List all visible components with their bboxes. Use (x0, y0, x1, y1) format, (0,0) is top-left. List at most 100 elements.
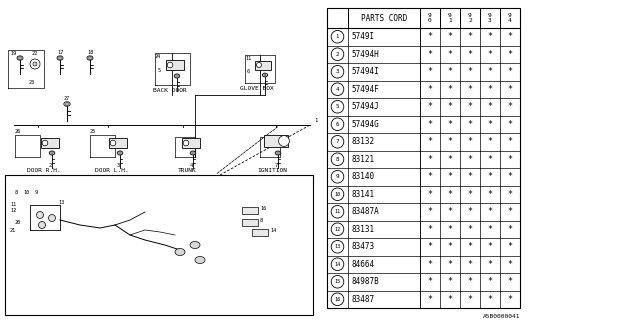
Text: *: * (488, 67, 493, 76)
Text: 11: 11 (10, 202, 16, 207)
Text: 9
0: 9 0 (428, 13, 432, 23)
Text: 83487: 83487 (351, 295, 374, 304)
Ellipse shape (49, 151, 55, 155)
Text: 11: 11 (245, 56, 252, 61)
Text: 83487A: 83487A (351, 207, 379, 216)
Text: 14: 14 (270, 228, 276, 234)
Text: *: * (467, 242, 472, 251)
Text: *: * (467, 190, 472, 199)
Text: *: * (447, 85, 452, 94)
Text: *: * (508, 32, 513, 41)
Text: *: * (467, 172, 472, 181)
Text: *: * (488, 120, 493, 129)
Text: 14: 14 (334, 262, 340, 267)
Ellipse shape (117, 151, 123, 155)
Circle shape (332, 30, 344, 43)
Text: 2: 2 (336, 52, 339, 57)
Circle shape (167, 62, 173, 68)
Text: 4: 4 (189, 163, 193, 168)
Text: *: * (508, 242, 513, 251)
Text: *: * (467, 32, 472, 41)
Text: 6: 6 (247, 68, 250, 74)
Text: *: * (447, 260, 452, 269)
Text: *: * (508, 207, 513, 216)
Text: 3: 3 (116, 163, 120, 168)
Text: 10: 10 (23, 190, 29, 195)
Bar (252, 228, 268, 236)
Text: *: * (428, 137, 433, 146)
Text: 5749I: 5749I (351, 32, 374, 41)
Circle shape (192, 152, 194, 154)
Ellipse shape (64, 102, 70, 106)
Text: 2: 2 (49, 163, 52, 168)
Text: *: * (508, 120, 513, 129)
Circle shape (119, 152, 121, 154)
Text: 83140: 83140 (351, 172, 374, 181)
Ellipse shape (175, 249, 185, 255)
Text: *: * (467, 102, 472, 111)
Text: 11: 11 (334, 209, 340, 214)
Bar (255, 60, 271, 69)
Text: PARTS CORD: PARTS CORD (361, 13, 407, 22)
Text: 57494J: 57494J (351, 102, 379, 111)
Circle shape (332, 258, 344, 270)
Circle shape (89, 57, 92, 59)
Text: *: * (447, 242, 452, 251)
Text: *: * (488, 32, 493, 41)
Text: 83132: 83132 (351, 137, 374, 146)
Text: *: * (467, 50, 472, 59)
Text: 57494I: 57494I (351, 67, 379, 76)
Text: 57494F: 57494F (351, 85, 379, 94)
Text: GLOVE BOX: GLOVE BOX (240, 86, 274, 91)
Text: 5: 5 (158, 68, 161, 73)
Text: 7: 7 (336, 139, 339, 144)
Text: *: * (428, 260, 433, 269)
Text: 15: 15 (334, 279, 340, 284)
Text: 83131: 83131 (351, 225, 374, 234)
Text: 8: 8 (336, 157, 339, 162)
Circle shape (332, 118, 344, 131)
Text: *: * (488, 190, 493, 199)
Circle shape (42, 140, 48, 146)
Text: 5: 5 (336, 104, 339, 109)
Text: *: * (488, 242, 493, 251)
Text: *: * (508, 260, 513, 269)
Text: *: * (447, 155, 452, 164)
Ellipse shape (190, 242, 200, 249)
Text: *: * (508, 102, 513, 111)
Text: *: * (447, 172, 452, 181)
Text: 7: 7 (275, 163, 278, 168)
Text: 9: 9 (35, 190, 38, 195)
Text: 27: 27 (64, 96, 70, 101)
Text: *: * (467, 295, 472, 304)
Text: DOOR R.H.: DOOR R.H. (27, 168, 61, 173)
Ellipse shape (275, 151, 281, 155)
Text: TRUNK: TRUNK (178, 168, 196, 173)
Text: *: * (428, 102, 433, 111)
Text: BACK DOOR: BACK DOOR (153, 88, 187, 93)
Text: 83121: 83121 (351, 155, 374, 164)
Circle shape (257, 62, 262, 68)
Text: 9: 9 (336, 174, 339, 179)
Text: 13: 13 (334, 244, 340, 249)
Text: *: * (447, 50, 452, 59)
Circle shape (49, 214, 56, 221)
Text: 57494H: 57494H (351, 50, 379, 59)
Text: *: * (428, 190, 433, 199)
Text: 10: 10 (334, 192, 340, 197)
Circle shape (66, 103, 68, 105)
Circle shape (38, 221, 45, 228)
Text: *: * (467, 137, 472, 146)
Text: 84987B: 84987B (351, 277, 379, 286)
Text: *: * (447, 190, 452, 199)
Text: *: * (447, 67, 452, 76)
Text: 83141: 83141 (351, 190, 374, 199)
Circle shape (332, 293, 344, 306)
Bar (5, 175, 313, 315)
Text: *: * (467, 85, 472, 94)
Circle shape (332, 276, 344, 288)
Text: 8: 8 (260, 219, 263, 223)
Circle shape (51, 152, 53, 154)
Bar (327, 8, 520, 308)
Circle shape (183, 140, 189, 146)
